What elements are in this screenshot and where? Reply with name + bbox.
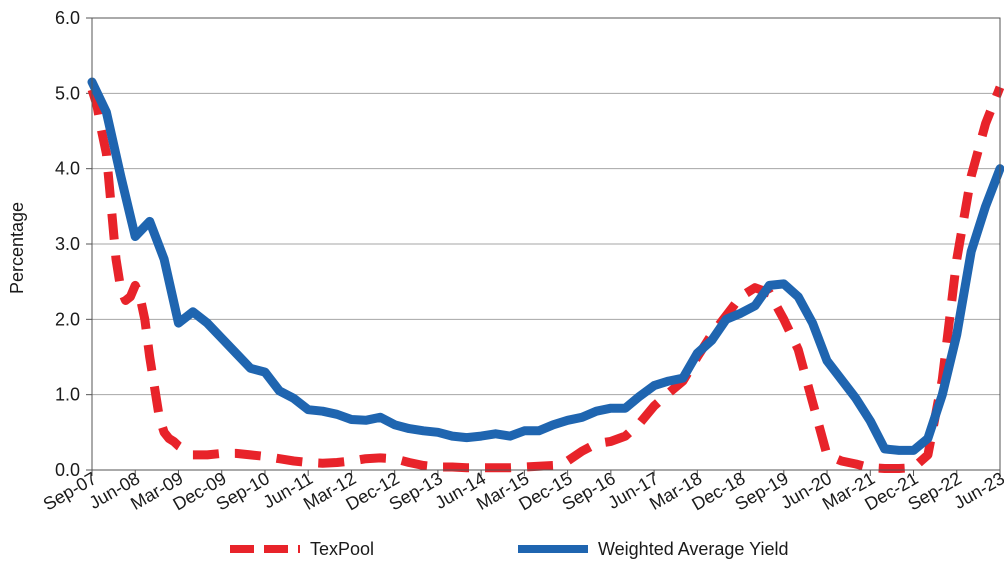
y-tick-label: 3.0	[55, 234, 80, 254]
y-tick-labels: 0.0 1.0 2.0 3.0 4.0 5.0 6.0	[55, 8, 80, 480]
y-tick-label: 2.0	[55, 309, 80, 329]
y-tick-label: 0.0	[55, 460, 80, 480]
plot-frame	[91, 17, 1001, 471]
legend: TexPool Weighted Average Yield	[230, 539, 788, 559]
legend-label-texpool: TexPool	[310, 539, 374, 559]
series-line-weighted-average-yield	[87, 77, 1004, 455]
y-tick-label: 6.0	[55, 8, 80, 28]
series-lines	[87, 77, 1004, 473]
y-tick-label: 4.0	[55, 159, 80, 179]
y-tick-label: 5.0	[55, 83, 80, 103]
axes	[91, 17, 1001, 476]
series-line-texpool	[87, 85, 1004, 473]
legend-label-weighted-average-yield: Weighted Average Yield	[598, 539, 788, 559]
x-tick-labels: Sep-07Jun-08Mar-09Dec-09Sep-10Jun-11Mar-…	[40, 468, 1004, 514]
y-tick-label: 1.0	[55, 385, 80, 405]
y-axis-title: Percentage	[7, 202, 27, 294]
